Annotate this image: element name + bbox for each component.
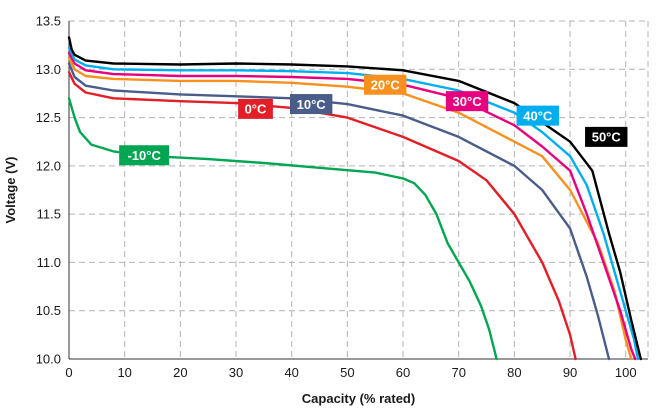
y-tick-label: 12.5: [36, 110, 61, 125]
series-label-5: 40°C: [516, 105, 559, 126]
series-label-box: [364, 74, 407, 95]
series-label-box: [585, 126, 628, 147]
series-label-box: [289, 94, 333, 115]
y-tick-label: 11.5: [37, 207, 61, 222]
y-tick-label: 10.0: [36, 352, 61, 367]
x-tick-label: 60: [396, 365, 410, 380]
series-line-4: [67, 51, 637, 361]
x-tick-label: 50: [340, 365, 354, 380]
x-tick-labels: 0 10 20 30 40 50 60 70 80 90 100: [65, 365, 636, 380]
series-label-box: [238, 98, 273, 119]
x-tick-label: 80: [507, 365, 521, 380]
x-tick-label: 10: [117, 365, 131, 380]
series-label-text: 0°C: [245, 102, 267, 117]
x-tick-label: 90: [563, 365, 577, 380]
series-line-3: [67, 56, 633, 361]
series-label-4: 30°C: [445, 91, 489, 112]
x-tick-label: 0: [65, 365, 72, 380]
series-label-3: 20°C: [364, 74, 407, 95]
series-label-6: 50°C: [585, 126, 628, 147]
y-axis-title: Voltage (V): [3, 157, 18, 224]
x-axis-title: Capacity (% rated): [302, 391, 415, 406]
axes: [68, 21, 648, 360]
series-label-text: 30°C: [453, 94, 483, 109]
series-label-text: 20°C: [371, 78, 401, 93]
series-line-6: [67, 36, 642, 361]
series-line-2: [67, 62, 611, 361]
x-tick-label: 20: [173, 365, 187, 380]
y-tick-label: 12.0: [36, 158, 61, 173]
series-label-text: -10°C: [127, 148, 161, 163]
series-label-text: 40°C: [523, 108, 553, 123]
series-line-1: [67, 70, 577, 361]
x-tick-label: 30: [229, 365, 243, 380]
series-label-box: [516, 105, 559, 126]
y-tick-label: 13.5: [36, 14, 61, 29]
series-label-0: -10°C: [119, 145, 170, 166]
y-tick-label: 10.5: [36, 303, 61, 318]
series-line-5: [67, 46, 640, 361]
x-tick-label: 70: [451, 365, 465, 380]
y-tick-label: 11.0: [37, 255, 61, 270]
series-labels: -10°C 0°C 10°C 20°C 30°C 40°C 50°C: [119, 74, 628, 166]
series-label-2: 10°C: [289, 94, 333, 115]
y-tick-labels: 10.0 10.5 11.0 11.5 12.0 12.5 13.0 13.5: [36, 14, 61, 367]
series-label-1: 0°C: [238, 98, 273, 119]
series-line-0: [67, 97, 498, 361]
series-label-text: 50°C: [592, 130, 622, 145]
y-tick-label: 13.0: [36, 62, 61, 77]
series-label-text: 10°C: [297, 97, 327, 112]
series-lines: [67, 36, 642, 361]
series-label-box: [119, 145, 170, 166]
x-tick-label: 40: [284, 365, 298, 380]
x-tick-label: 100: [615, 365, 637, 380]
series-label-box: [445, 91, 489, 112]
